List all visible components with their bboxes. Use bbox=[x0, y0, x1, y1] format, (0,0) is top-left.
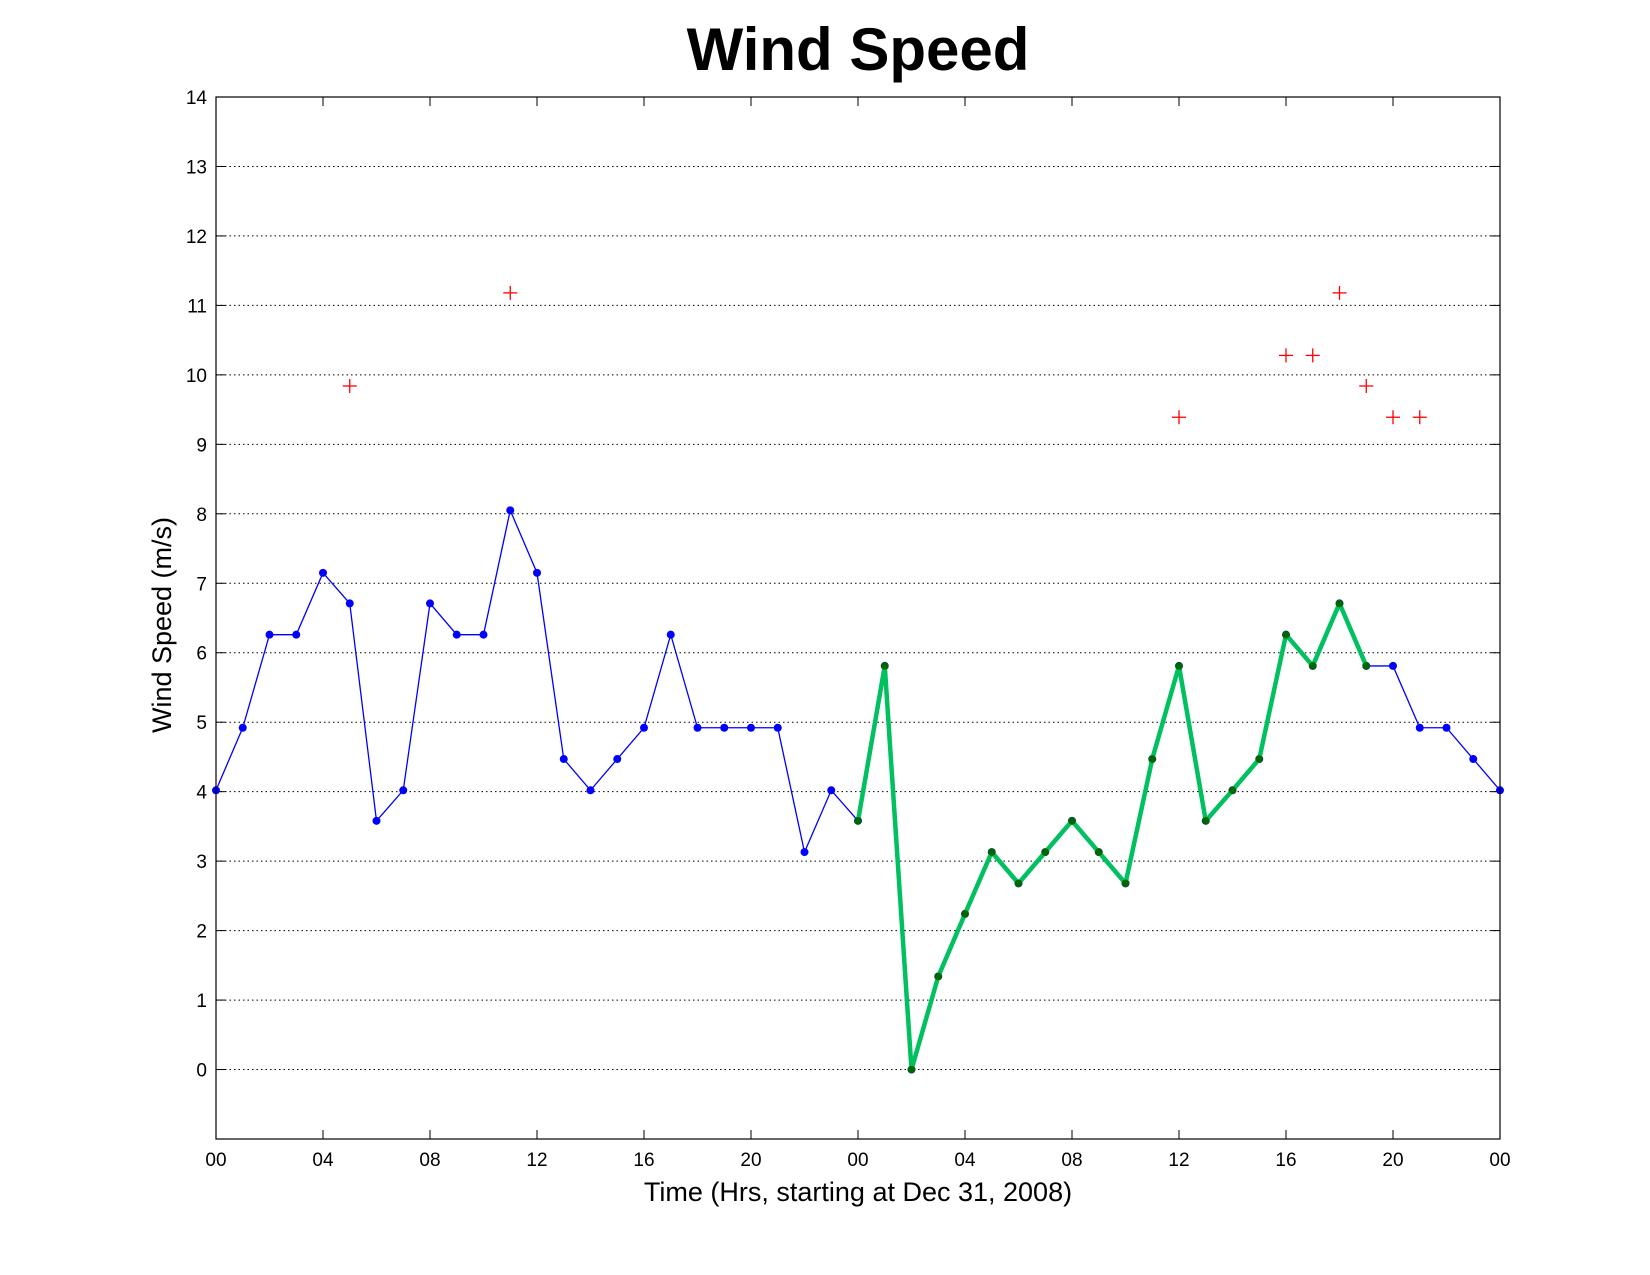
x-tick-label: 00 bbox=[847, 1150, 868, 1171]
y-tick-label: 12 bbox=[186, 227, 207, 248]
y-tick-label: 8 bbox=[196, 505, 207, 526]
green-data-point bbox=[1335, 599, 1344, 608]
green-data-point bbox=[1175, 662, 1183, 670]
y-tick-label: 13 bbox=[186, 157, 207, 178]
red-plus-marker bbox=[503, 285, 518, 300]
green-data-point bbox=[1148, 755, 1157, 763]
green-data-point bbox=[1068, 817, 1076, 825]
blue-data-point bbox=[1469, 755, 1478, 764]
blue-data-point bbox=[747, 723, 755, 732]
y-axis-label: Wind Speed (m/s) bbox=[147, 517, 177, 733]
y-tick-label: 14 bbox=[186, 88, 208, 109]
x-tick-label: 08 bbox=[1061, 1150, 1082, 1171]
green-data-point bbox=[1094, 848, 1103, 856]
red-plus-marker bbox=[1386, 410, 1400, 425]
blue-data-point bbox=[452, 630, 461, 639]
y-tick-label: 9 bbox=[196, 435, 207, 456]
blue-data-point bbox=[426, 599, 434, 608]
blue-data-point bbox=[1442, 723, 1451, 732]
y-tick-label: 1 bbox=[196, 991, 207, 1012]
blue-data-point bbox=[586, 786, 595, 795]
blue-data-point bbox=[693, 723, 702, 732]
x-tick-label: 08 bbox=[419, 1150, 440, 1171]
blue-data-point bbox=[345, 599, 354, 608]
y-tick-label: 7 bbox=[196, 574, 207, 595]
blue-data-point bbox=[292, 630, 301, 639]
green-series-line bbox=[855, 601, 1369, 1072]
blue-data-point bbox=[265, 630, 274, 639]
blue-data-point bbox=[800, 848, 809, 857]
green-data-point bbox=[987, 848, 996, 856]
red-plus-marker bbox=[1279, 348, 1293, 363]
blue-data-point bbox=[1389, 661, 1397, 670]
x-tick-label: 00 bbox=[205, 1150, 226, 1171]
blue-data-point bbox=[238, 723, 247, 732]
x-tick-label: 04 bbox=[954, 1150, 976, 1171]
red-plus-marker bbox=[1412, 410, 1427, 425]
green-data-point bbox=[1362, 662, 1371, 670]
green-data-point bbox=[1014, 879, 1023, 888]
grid-lines bbox=[216, 165, 1500, 1071]
x-tick-label: 12 bbox=[1168, 1150, 1189, 1171]
blue-data-point bbox=[613, 755, 622, 764]
blue-data-point bbox=[479, 630, 488, 639]
x-axis-label: Time (Hrs, starting at Dec 31, 2008) bbox=[644, 1177, 1072, 1207]
green-data-point bbox=[1308, 662, 1317, 670]
y-tick-label: 10 bbox=[186, 366, 207, 387]
red-plus-marker bbox=[1305, 348, 1320, 363]
x-tick-label: 16 bbox=[633, 1150, 654, 1171]
green-data-point bbox=[934, 972, 943, 981]
green-data-point bbox=[1121, 879, 1130, 888]
red-plus-marker bbox=[342, 378, 357, 393]
blue-data-point bbox=[506, 506, 515, 515]
x-tick-label: 04 bbox=[312, 1150, 334, 1171]
y-tick-label: 2 bbox=[196, 922, 207, 943]
series-layer bbox=[212, 285, 1504, 1074]
blue-data-point bbox=[559, 755, 568, 764]
x-tick-label: 16 bbox=[1275, 1150, 1296, 1171]
green-data-point bbox=[1228, 786, 1237, 795]
chart-title: Wind Speed bbox=[687, 16, 1030, 83]
blue-data-point bbox=[372, 816, 381, 825]
green-data-point bbox=[1201, 817, 1210, 825]
y-tick-label: 11 bbox=[187, 296, 207, 317]
green-data-point bbox=[1255, 755, 1264, 763]
x-tick-label: 00 bbox=[1489, 1150, 1510, 1171]
blue-data-point bbox=[533, 568, 541, 577]
green-data-point bbox=[1041, 848, 1050, 856]
blue-data-point bbox=[319, 568, 327, 577]
x-tick-label: 12 bbox=[526, 1150, 547, 1171]
blue-series-line bbox=[215, 508, 1501, 1070]
red-plus-marker bbox=[1359, 378, 1374, 393]
blue-data-point bbox=[666, 630, 675, 639]
plot-area-frame bbox=[215, 96, 1501, 1140]
blue-data-point bbox=[640, 723, 648, 732]
blue-data-point bbox=[399, 786, 408, 795]
red-plus-marker bbox=[1172, 410, 1186, 425]
blue-data-point bbox=[1415, 723, 1424, 732]
y-tick-label: 5 bbox=[196, 713, 207, 734]
green-data-point bbox=[854, 817, 862, 825]
green-data-point bbox=[1282, 630, 1290, 639]
y-tick-label: 6 bbox=[196, 644, 207, 665]
green-data-point bbox=[961, 910, 969, 918]
blue-data-point bbox=[720, 723, 729, 732]
y-tick-label: 3 bbox=[196, 852, 207, 873]
y-tick-label: 4 bbox=[196, 783, 207, 804]
x-tick-label: 20 bbox=[1382, 1150, 1403, 1171]
x-tick-label: 20 bbox=[740, 1150, 761, 1171]
green-data-point bbox=[907, 1065, 916, 1074]
green-data-point bbox=[880, 662, 889, 670]
blue-data-point bbox=[827, 786, 836, 795]
blue-data-point bbox=[773, 723, 782, 732]
y-tick-label: 0 bbox=[196, 1061, 207, 1082]
red-plus-marker bbox=[1332, 285, 1347, 300]
